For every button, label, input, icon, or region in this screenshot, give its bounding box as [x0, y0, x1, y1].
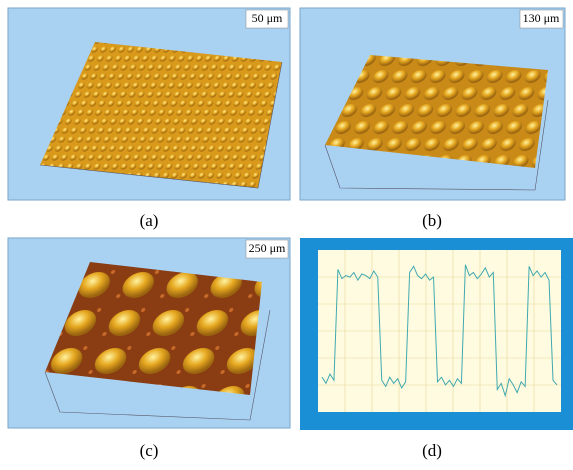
panel-d: (d)	[300, 238, 573, 460]
scale-label: 50 μm	[252, 11, 283, 25]
panel-b: 130 μm (b)	[300, 8, 565, 230]
figure: 50 μm (a) 130 μm (b) 250 μm (c)	[0, 0, 573, 465]
panel-caption: (a)	[140, 211, 159, 230]
scale-label: 250 μm	[249, 241, 286, 255]
panel-caption: (c)	[140, 441, 159, 460]
panel-caption: (d)	[422, 441, 442, 460]
panel-caption: (b)	[422, 211, 442, 230]
panel-a: 50 μm (a)	[8, 8, 290, 230]
scale-label: 130 μm	[523, 11, 560, 25]
panel-c: 250 μm (c)	[8, 238, 290, 460]
